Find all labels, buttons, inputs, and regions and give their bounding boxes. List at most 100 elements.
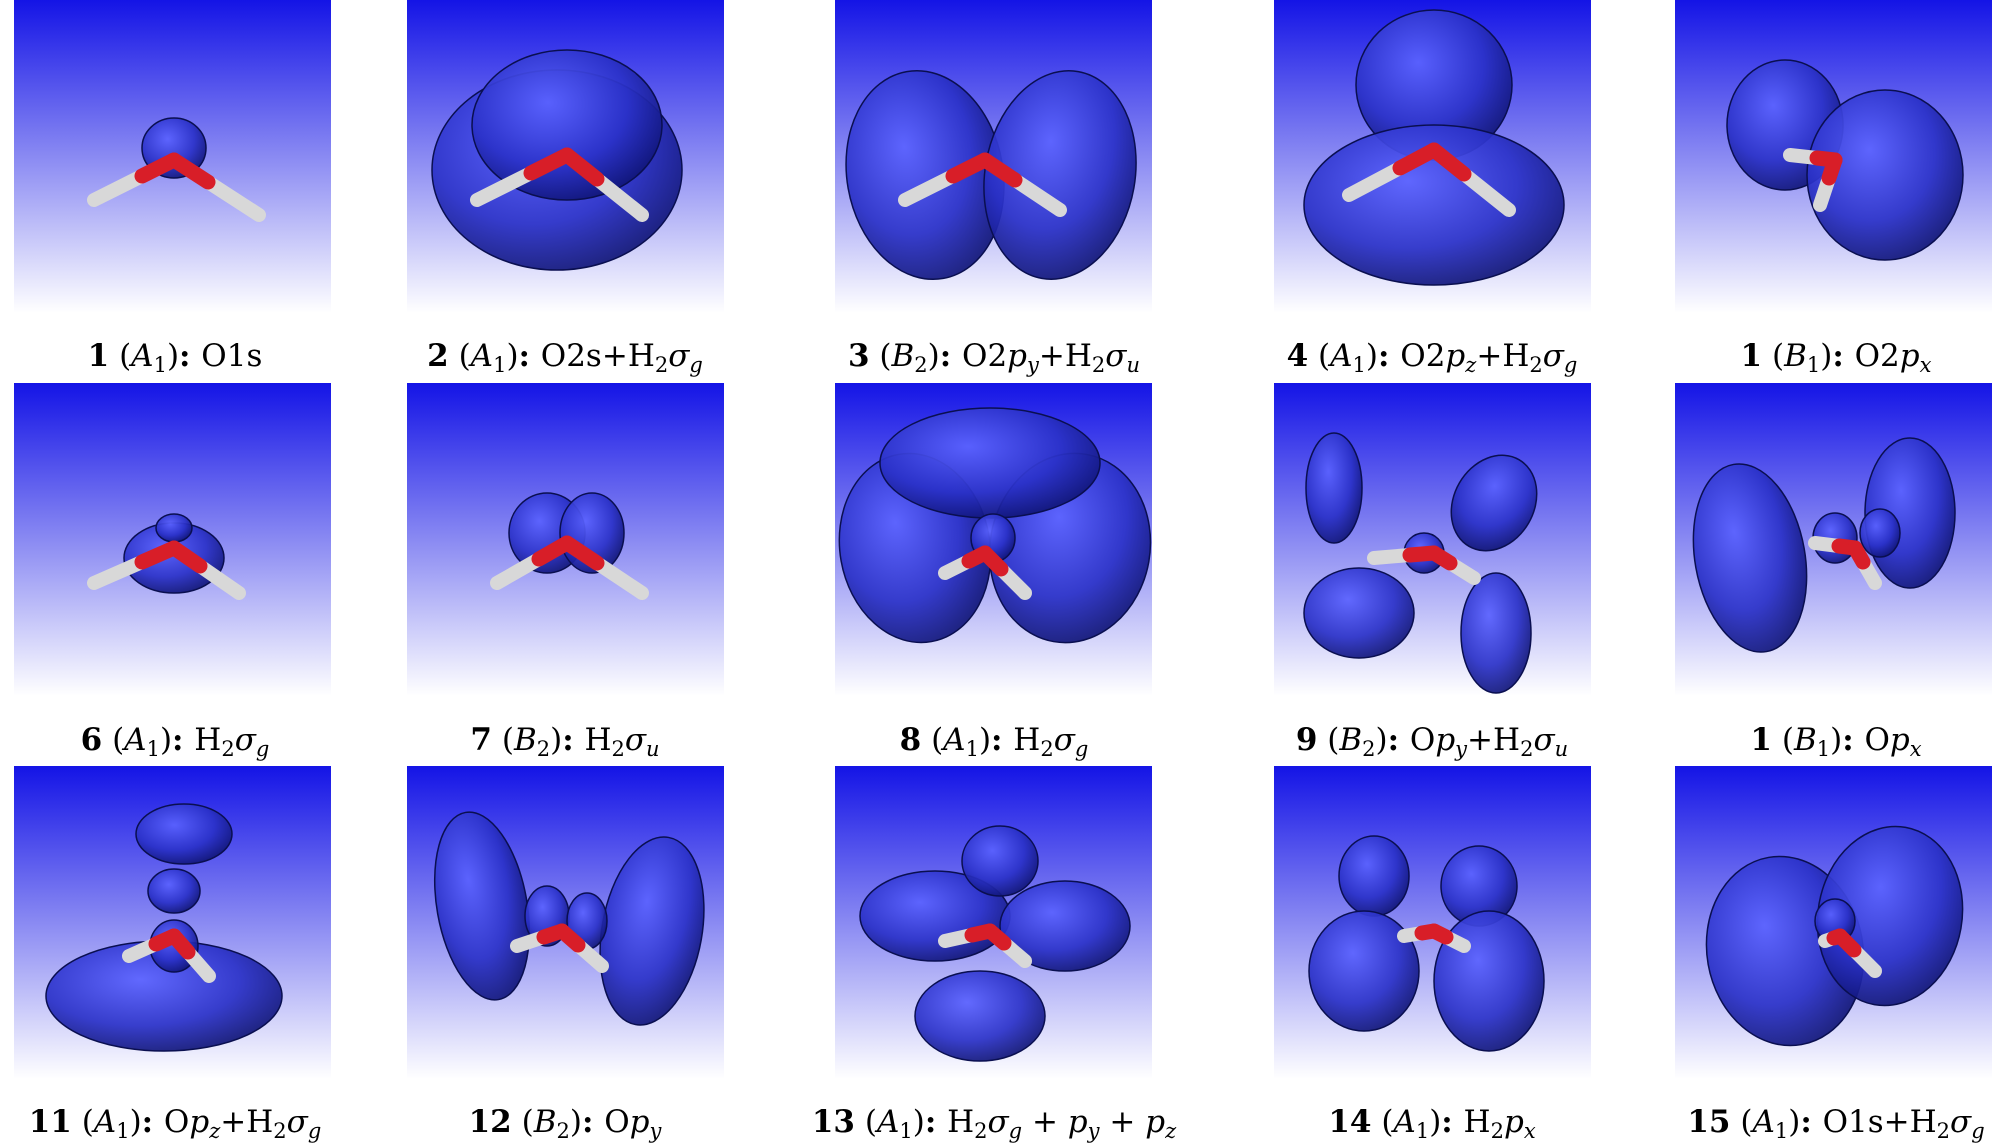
- orbital-isosurface: [1675, 766, 1992, 1079]
- orbital-lobe: [1860, 509, 1900, 557]
- symmetry-label: A: [124, 722, 146, 758]
- orbital-caption: 7 (B2): H2σu: [470, 722, 659, 758]
- orbital-caption: 14 (A1): H2px: [1328, 1104, 1535, 1140]
- orbital-isosurface: [1274, 383, 1591, 696]
- panel-background: [1274, 766, 1591, 1079]
- orbital-character: Opz+H2σg: [164, 1104, 321, 1140]
- orbital-number: 9: [1296, 722, 1318, 758]
- orbital-image: [14, 383, 331, 696]
- orbital-caption: 3 (B2): O2py+H2σu: [848, 338, 1140, 374]
- orbital-character: Opx: [1864, 722, 1921, 758]
- symmetry-label: A: [471, 338, 493, 374]
- orbital-number: 8: [900, 722, 922, 758]
- symmetry-label: B: [534, 1104, 557, 1140]
- orbital-character: H2px: [1464, 1104, 1536, 1140]
- orbital-isosurface: [1675, 383, 1992, 696]
- orbital-isosurface: [835, 766, 1152, 1079]
- orbital-character: H2σg: [194, 722, 269, 758]
- orbital-character: H2σu: [584, 722, 659, 758]
- orbital-image: [835, 766, 1152, 1079]
- orbital-isosurface: [14, 766, 331, 1079]
- orbital-lobe: [1304, 568, 1414, 658]
- orbital-image: [1675, 0, 1992, 313]
- orbital-isosurface: [1274, 766, 1591, 1079]
- orbital-character: Opy: [604, 1104, 661, 1140]
- orbital-character: H2σg + py + pz: [947, 1104, 1176, 1140]
- orbital-number: 15: [1687, 1104, 1730, 1140]
- orbital-image: [835, 383, 1152, 696]
- symmetry-label: A: [131, 338, 153, 374]
- orbital-character: O2px: [1855, 338, 1932, 374]
- oxygen-bond: [1840, 936, 1854, 950]
- orbital-lobe: [962, 826, 1038, 896]
- symmetry-label: B: [1784, 338, 1807, 374]
- orbital-image: [14, 0, 331, 313]
- oxygen-bond: [1434, 931, 1446, 937]
- orbital-image: [1274, 766, 1591, 1079]
- symmetry-label: A: [877, 1104, 899, 1140]
- orbital-character: H2σg: [1013, 722, 1088, 758]
- orbital-lobe: [136, 804, 232, 864]
- orbital-image: [1274, 383, 1591, 696]
- orbital-number: 12: [469, 1104, 512, 1140]
- orbital-character: O1s: [201, 338, 262, 374]
- orbital-caption: 4 (A1): O2pz+H2σg: [1287, 338, 1578, 374]
- orbital-image: [14, 766, 331, 1079]
- orbital-caption: 2 (A1): O2s+H2σg: [427, 338, 703, 374]
- orbital-isosurface: [407, 383, 724, 696]
- orbital-caption: 12 (B2): Opy: [469, 1104, 662, 1140]
- symmetry-label: B: [514, 722, 537, 758]
- orbital-caption: 9 (B2): Opy+H2σu: [1296, 722, 1568, 758]
- orbital-number: 1: [1741, 338, 1763, 374]
- orbital-character: O2s+H2σg: [541, 338, 703, 374]
- orbital-number: 3: [848, 338, 870, 374]
- orbital-number: 6: [81, 722, 103, 758]
- orbital-number: 2: [427, 338, 449, 374]
- orbital-lobe: [880, 408, 1100, 518]
- orbital-number: 11: [29, 1104, 72, 1140]
- orbital-caption: 6 (A1): H2σg: [81, 722, 270, 758]
- orbital-lobe: [156, 514, 192, 542]
- oxygen-bond: [1434, 553, 1450, 563]
- orbital-caption: 1 (B1): O2px: [1741, 338, 1932, 374]
- oxygen-bond: [990, 931, 1004, 943]
- orbital-lobe: [915, 971, 1045, 1061]
- symmetry-label: B: [1339, 722, 1362, 758]
- oxygen-bond: [1829, 160, 1835, 178]
- orbital-image: [835, 0, 1152, 313]
- orbital-lobe: [1306, 433, 1362, 543]
- orbital-number: 1: [1750, 722, 1772, 758]
- orbital-isosurface: [407, 766, 724, 1079]
- orbital-image: [1675, 383, 1992, 696]
- orbital-character: Opy+H2σu: [1410, 722, 1568, 758]
- orbital-isosurface: [14, 383, 331, 696]
- orbital-isosurface: [1675, 0, 1992, 313]
- orbital-number: 14: [1328, 1104, 1371, 1140]
- orbital-image: [407, 766, 724, 1079]
- orbital-lobe: [1309, 911, 1419, 1031]
- orbital-image: [407, 0, 724, 313]
- orbital-image: [1675, 766, 1992, 1079]
- oxygen-bond: [1855, 548, 1863, 562]
- orbital-character: O1s+H2σg: [1823, 1104, 1985, 1140]
- symmetry-label: A: [1752, 1104, 1774, 1140]
- orbital-lobe: [472, 50, 662, 200]
- orbital-caption: 8 (A1): H2σg: [900, 722, 1089, 758]
- orbital-number: 13: [812, 1104, 855, 1140]
- orbital-number: 4: [1287, 338, 1309, 374]
- orbital-image: [1274, 0, 1591, 313]
- symmetry-label: A: [943, 722, 965, 758]
- orbital-number: 1: [88, 338, 110, 374]
- orbital-isosurface: [835, 383, 1152, 696]
- orbital-isosurface: [407, 0, 724, 313]
- symmetry-label: B: [1794, 722, 1817, 758]
- orbital-caption: 11 (A1): Opz+H2σg: [29, 1104, 322, 1140]
- symmetry-label: A: [1330, 338, 1352, 374]
- orbital-caption: 1 (B1): Opx: [1750, 722, 1921, 758]
- oxygen-bond: [562, 931, 578, 945]
- orbital-character: O2pz+H2σg: [1400, 338, 1577, 374]
- oxygen-bond: [174, 936, 188, 952]
- orbital-lobe: [1461, 573, 1531, 693]
- symmetry-label: B: [892, 338, 915, 374]
